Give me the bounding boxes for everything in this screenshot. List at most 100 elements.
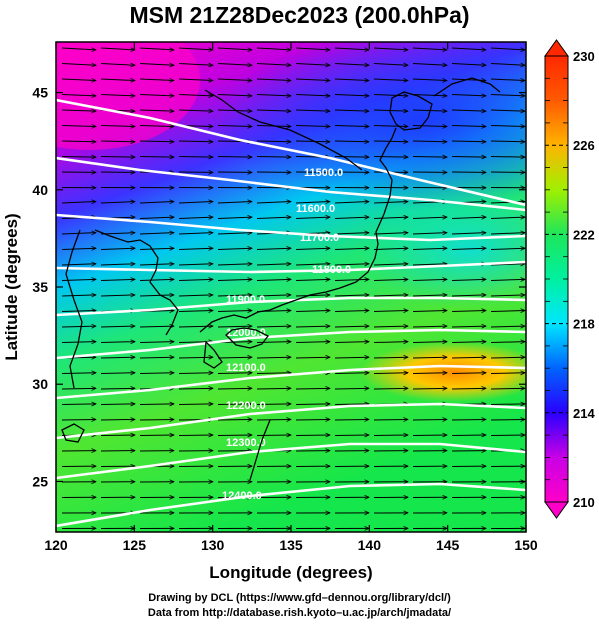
wind-vector	[412, 64, 447, 66]
wind-vector	[61, 419, 96, 420]
wind-vector	[412, 233, 447, 234]
wind-vector	[373, 326, 408, 327]
wind-vector	[334, 295, 369, 296]
wind-vector	[256, 326, 291, 327]
wind-vector	[451, 157, 486, 158]
wind-vector	[451, 95, 486, 96]
wind-vector	[178, 388, 213, 389]
wind-vector	[61, 248, 96, 249]
credit-drawing: Drawing by DCL (https://www.gfd–dennou.o…	[148, 592, 451, 604]
wind-vector	[100, 248, 135, 249]
wind-vector	[139, 157, 174, 158]
wind-vector	[451, 248, 486, 249]
y-axis-label: Latitude (degrees)	[2, 213, 21, 360]
wind-vector	[61, 157, 96, 158]
wind-vector	[217, 264, 252, 265]
x-tick-label: 130	[201, 537, 225, 553]
wind-vector	[178, 248, 213, 249]
wind-vector	[334, 419, 369, 420]
colorbar: 230 226 222 218 214 210	[544, 39, 595, 519]
wind-vector	[295, 95, 330, 96]
wind-vector	[373, 357, 408, 358]
contour-label: 11600.0	[296, 203, 335, 215]
wind-vector	[334, 373, 369, 374]
wind-vector	[217, 404, 252, 405]
wind-vector	[373, 217, 408, 218]
wind-vector	[490, 248, 525, 249]
wind-vector	[373, 248, 408, 249]
wind-vector	[373, 388, 408, 389]
wind-vector	[61, 64, 96, 66]
wind-vector	[256, 404, 291, 405]
wind-vector	[139, 95, 174, 96]
wind-vector	[412, 419, 447, 420]
contour-label: 11800.0	[312, 264, 351, 276]
wind-vector	[61, 95, 96, 96]
wind-vector	[490, 217, 525, 218]
height-contour	[56, 260, 526, 274]
wind-vector	[412, 373, 447, 374]
wind-vector	[100, 373, 135, 374]
wind-vector	[295, 79, 330, 81]
wind-vector	[451, 326, 486, 327]
x-tick-label: 140	[358, 537, 382, 553]
wind-vector	[178, 141, 213, 142]
wind-vector	[295, 311, 330, 312]
wind-vector	[139, 217, 174, 218]
wind-vector	[61, 110, 96, 111]
wind-vector	[490, 48, 525, 50]
wind-vector	[295, 326, 330, 327]
wind-vector	[451, 48, 486, 50]
wind-vector	[373, 295, 408, 296]
wind-vector	[256, 248, 291, 249]
wind-vector	[295, 295, 330, 296]
wind-vector	[490, 311, 525, 312]
wind-vector	[100, 95, 135, 96]
wind-vector	[178, 48, 213, 50]
wind-vector	[412, 48, 447, 50]
wind-vector	[334, 357, 369, 358]
colorbar-tick-label: 218	[573, 317, 595, 332]
wind-vector	[373, 157, 408, 158]
wind-vector	[295, 217, 330, 218]
wind-vector	[295, 388, 330, 389]
wind-vector	[412, 388, 447, 389]
height-contour	[56, 442, 526, 480]
wind-vector	[373, 110, 408, 111]
wind-vector	[412, 157, 447, 158]
wind-vector	[217, 388, 252, 389]
wind-vector	[451, 233, 486, 234]
colorbar-tick-label: 230	[573, 49, 595, 64]
wind-vector	[490, 264, 525, 265]
wind-vector	[373, 311, 408, 312]
wind-vector	[139, 141, 174, 142]
wind-vector	[178, 279, 213, 280]
wind-vector	[178, 202, 213, 203]
wind-vector	[256, 48, 291, 50]
wind-vector	[178, 373, 213, 374]
wind-vector	[295, 202, 330, 203]
wind-vector	[61, 373, 96, 374]
wind-vector	[490, 202, 525, 203]
wind-vector	[373, 126, 408, 127]
wind-vector	[100, 48, 135, 50]
wind-vector	[334, 404, 369, 405]
wind-vector	[490, 126, 525, 127]
contour-label: 12300.0	[226, 437, 266, 449]
height-contour	[56, 364, 526, 400]
wind-vector	[100, 279, 135, 280]
wind-vector	[295, 404, 330, 405]
wind-vector	[61, 79, 96, 81]
wind-vector	[373, 373, 408, 374]
wind-vector	[490, 373, 525, 374]
y-tick-label: 35	[32, 279, 48, 295]
wind-vector	[139, 373, 174, 374]
wind-vector	[373, 95, 408, 96]
wind-vector	[178, 264, 213, 265]
wind-vector	[178, 357, 213, 358]
wind-vector	[295, 264, 330, 265]
wind-vector	[217, 64, 252, 66]
geopotential-height-contours: 11500.011600.011700.011800.011900.012000…	[56, 98, 526, 528]
wind-vector	[100, 233, 135, 234]
